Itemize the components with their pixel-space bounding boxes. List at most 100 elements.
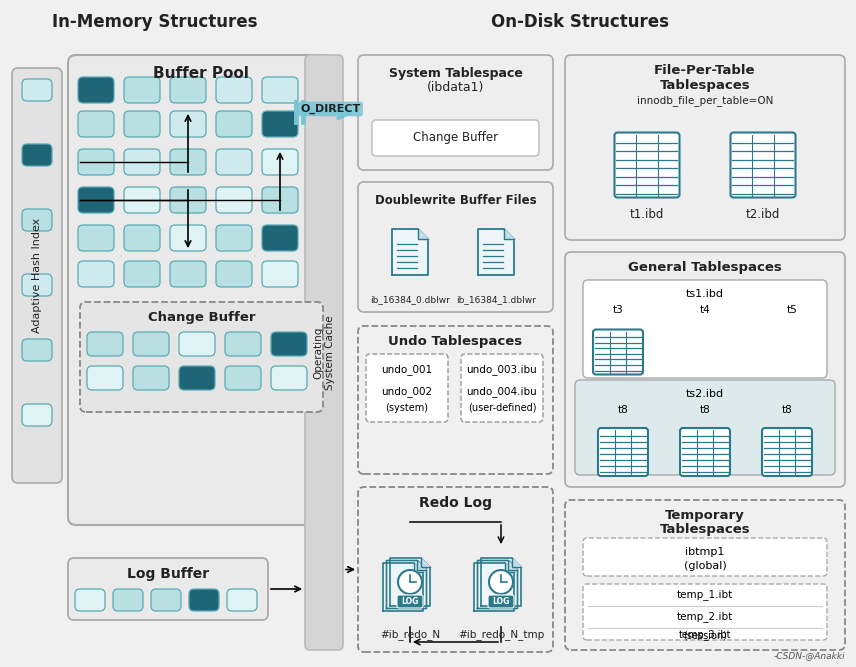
Polygon shape: [505, 563, 514, 572]
FancyBboxPatch shape: [68, 558, 268, 620]
FancyBboxPatch shape: [397, 595, 423, 608]
FancyBboxPatch shape: [358, 182, 553, 312]
Text: temp_3.ibt: temp_3.ibt: [679, 630, 731, 640]
Polygon shape: [421, 558, 430, 567]
FancyBboxPatch shape: [170, 149, 206, 175]
FancyBboxPatch shape: [12, 68, 62, 483]
Text: ib_16384_0.dblwr: ib_16384_0.dblwr: [370, 295, 450, 305]
FancyBboxPatch shape: [87, 366, 123, 390]
Polygon shape: [478, 560, 518, 608]
FancyBboxPatch shape: [305, 55, 343, 650]
FancyBboxPatch shape: [113, 589, 143, 611]
Text: Doublewrite Buffer Files: Doublewrite Buffer Files: [375, 193, 537, 207]
FancyBboxPatch shape: [372, 120, 539, 156]
Text: #ib_redo_N_tmp: #ib_redo_N_tmp: [458, 630, 544, 640]
FancyBboxPatch shape: [216, 225, 252, 251]
FancyBboxPatch shape: [583, 538, 827, 576]
Text: On-Disk Structures: On-Disk Structures: [491, 13, 669, 31]
FancyBboxPatch shape: [358, 55, 553, 170]
Text: (global): (global): [684, 561, 727, 571]
FancyBboxPatch shape: [461, 354, 543, 422]
Polygon shape: [489, 570, 513, 594]
FancyBboxPatch shape: [262, 77, 298, 103]
FancyBboxPatch shape: [565, 252, 845, 487]
Text: #ib_redo_N: #ib_redo_N: [380, 630, 440, 640]
Text: In-Memory Structures: In-Memory Structures: [52, 13, 258, 31]
FancyBboxPatch shape: [170, 111, 206, 137]
FancyBboxPatch shape: [68, 55, 333, 525]
Text: t8: t8: [699, 405, 710, 415]
Polygon shape: [478, 229, 514, 275]
FancyBboxPatch shape: [762, 428, 812, 476]
FancyBboxPatch shape: [593, 329, 643, 374]
Text: temp_1.ibt: temp_1.ibt: [677, 590, 733, 600]
Text: Tablespaces: Tablespaces: [660, 524, 751, 536]
Text: Operating
System Cache: Operating System Cache: [313, 315, 335, 390]
FancyBboxPatch shape: [78, 149, 114, 175]
FancyBboxPatch shape: [22, 274, 52, 296]
Text: Redo Log: Redo Log: [419, 496, 492, 510]
FancyBboxPatch shape: [366, 354, 448, 422]
FancyBboxPatch shape: [22, 144, 52, 166]
Text: System Tablespace: System Tablespace: [389, 67, 522, 79]
Polygon shape: [398, 570, 422, 594]
Text: innodb_file_per_table=ON: innodb_file_per_table=ON: [637, 95, 773, 107]
Text: t4: t4: [699, 305, 710, 315]
Text: Log Buffer: Log Buffer: [127, 567, 209, 581]
FancyBboxPatch shape: [216, 261, 252, 287]
FancyBboxPatch shape: [216, 187, 252, 213]
FancyBboxPatch shape: [262, 261, 298, 287]
Text: (user-defined): (user-defined): [467, 403, 536, 413]
Polygon shape: [474, 563, 514, 611]
FancyBboxPatch shape: [133, 332, 169, 356]
Text: undo_001: undo_001: [382, 365, 432, 376]
Text: LOG: LOG: [401, 597, 419, 606]
Text: t8: t8: [782, 405, 793, 415]
FancyBboxPatch shape: [227, 589, 257, 611]
Text: Change Buffer: Change Buffer: [148, 311, 255, 325]
FancyBboxPatch shape: [262, 187, 298, 213]
FancyBboxPatch shape: [22, 404, 52, 426]
FancyBboxPatch shape: [124, 111, 160, 137]
FancyBboxPatch shape: [22, 79, 52, 101]
Text: ib_16384_1.dblwr: ib_16384_1.dblwr: [456, 295, 536, 305]
FancyBboxPatch shape: [78, 225, 114, 251]
Polygon shape: [418, 560, 426, 570]
Text: ts1.ibd: ts1.ibd: [686, 289, 724, 299]
FancyBboxPatch shape: [262, 111, 298, 137]
FancyBboxPatch shape: [179, 366, 215, 390]
Text: O_DIRECT: O_DIRECT: [300, 104, 360, 114]
FancyBboxPatch shape: [262, 225, 298, 251]
Text: ibtmp1: ibtmp1: [686, 547, 725, 557]
FancyBboxPatch shape: [80, 302, 323, 412]
Text: -CSDN-@Anakki: -CSDN-@Anakki: [773, 651, 845, 660]
Polygon shape: [392, 229, 428, 275]
FancyBboxPatch shape: [598, 428, 648, 476]
FancyBboxPatch shape: [170, 187, 206, 213]
Polygon shape: [383, 563, 423, 611]
Text: (session): (session): [683, 631, 727, 641]
Text: Adaptive Hash Index: Adaptive Hash Index: [32, 218, 42, 333]
FancyBboxPatch shape: [124, 149, 160, 175]
Text: t5: t5: [787, 305, 798, 315]
Text: t3: t3: [613, 305, 623, 315]
Polygon shape: [390, 558, 430, 606]
Text: Undo Tablespaces: Undo Tablespaces: [389, 336, 522, 348]
Text: Change Buffer: Change Buffer: [413, 131, 498, 145]
FancyBboxPatch shape: [225, 366, 261, 390]
FancyBboxPatch shape: [124, 187, 160, 213]
FancyBboxPatch shape: [170, 77, 206, 103]
Text: undo_002: undo_002: [382, 387, 432, 398]
FancyBboxPatch shape: [133, 366, 169, 390]
Text: t1.ibd: t1.ibd: [630, 209, 664, 221]
Text: undo_004.ibu: undo_004.ibu: [467, 387, 538, 398]
Text: t2.ibd: t2.ibd: [746, 209, 780, 221]
FancyBboxPatch shape: [75, 589, 105, 611]
FancyBboxPatch shape: [78, 187, 114, 213]
FancyBboxPatch shape: [271, 366, 307, 390]
FancyBboxPatch shape: [730, 133, 795, 197]
Text: LOG: LOG: [492, 597, 509, 606]
Polygon shape: [512, 558, 521, 567]
Polygon shape: [504, 229, 514, 239]
Text: ts2.ibd: ts2.ibd: [686, 389, 724, 399]
